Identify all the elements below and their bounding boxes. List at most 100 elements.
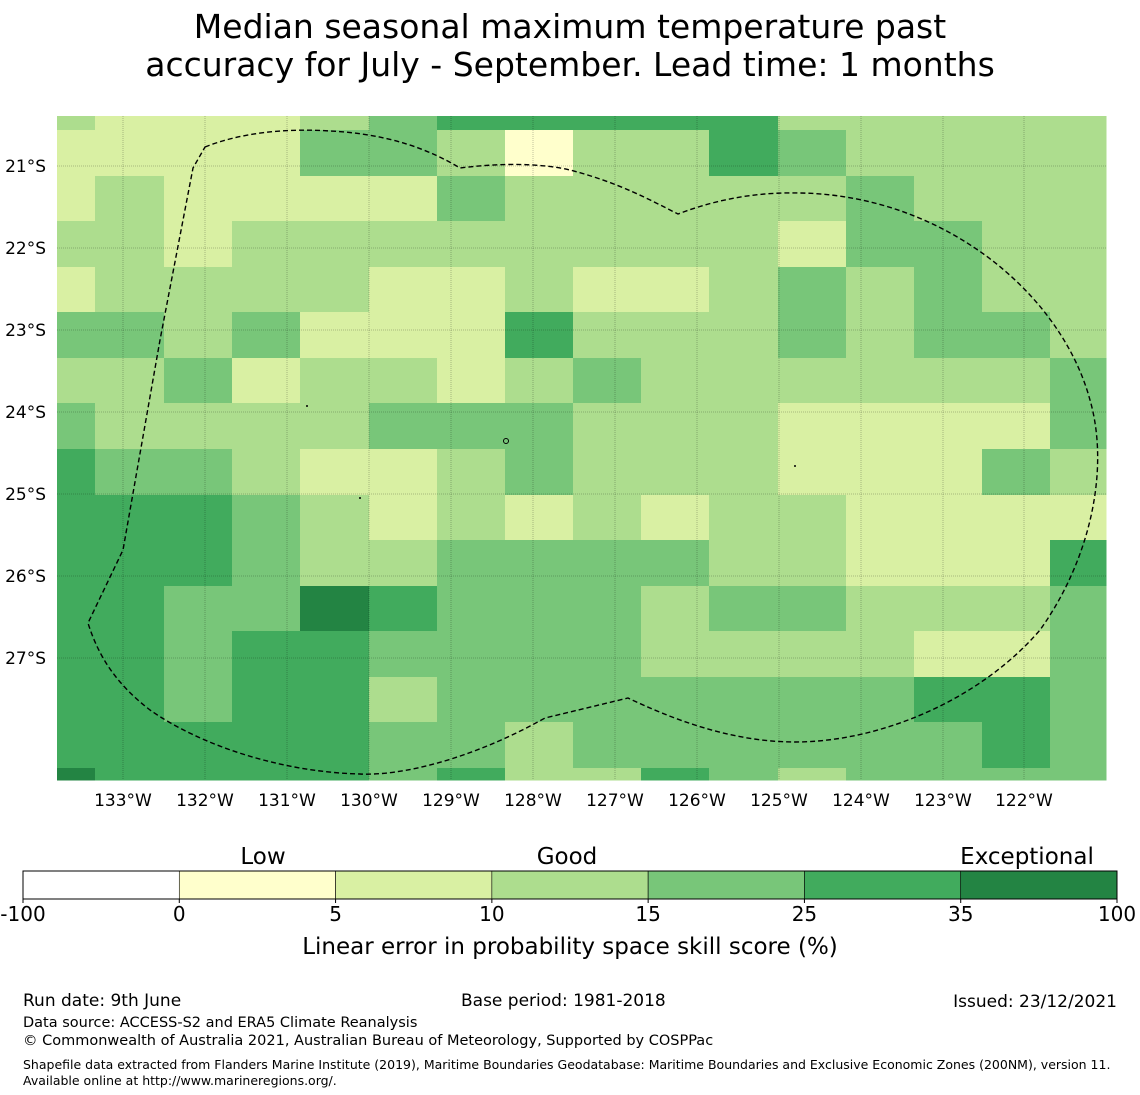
small-islands (306, 405, 796, 499)
grid-cell (300, 677, 370, 723)
grid-cell (505, 403, 574, 450)
latitude-label: 23°S (5, 321, 46, 341)
grid-cell (778, 449, 847, 496)
grid-cell (437, 312, 506, 359)
grid-cell (1050, 631, 1107, 678)
grid-cell (914, 722, 983, 769)
grid-cell (57, 221, 96, 268)
grid-cell (914, 768, 983, 781)
grid-cell (164, 358, 233, 404)
grid-cell (505, 176, 574, 222)
grid-cell (641, 449, 710, 496)
grid-cell (232, 586, 301, 632)
grid-cell (437, 221, 506, 268)
grid-cell (300, 312, 370, 359)
grid-cell (164, 116, 233, 131)
grid-cell (573, 116, 642, 131)
grid-cell (709, 722, 779, 769)
grid-cell (641, 221, 710, 268)
grid-cell (778, 540, 847, 587)
grid-cell (914, 130, 983, 177)
grid-cell (300, 540, 370, 587)
legend-low-label: Low (240, 844, 285, 870)
grid-cell (57, 449, 96, 496)
grid-cell (437, 722, 506, 769)
grid-cell (1050, 267, 1107, 313)
grid-cell (573, 540, 642, 587)
grid-cell (573, 358, 642, 404)
grid-cell (437, 116, 506, 131)
grid-cell (982, 449, 1051, 496)
colorbar-ticks: -100 0 5 10 15 25 35 100 (0, 899, 1136, 926)
grid-cell (437, 495, 506, 541)
grid-cell (573, 403, 642, 450)
grid-cell (709, 267, 779, 313)
grid-cell (369, 586, 438, 632)
grid-cell (164, 677, 233, 723)
grid-cell (95, 495, 165, 541)
grid-cell (641, 631, 710, 678)
grid-cell (437, 403, 506, 450)
grid-cell (846, 403, 915, 450)
grid-cell (369, 540, 438, 587)
colorbar-box (804, 870, 962, 900)
grid-cell (505, 449, 574, 496)
grid-cell (95, 768, 165, 781)
grid-cell (369, 495, 438, 541)
grid-cell (369, 722, 438, 769)
grid-cell (369, 176, 438, 222)
grid-cell (982, 495, 1051, 541)
grid-cell (232, 116, 301, 131)
latitude-label: 27°S (5, 649, 46, 669)
grid-cell (709, 312, 779, 359)
grid-cell (232, 312, 301, 359)
grid-cell (982, 358, 1051, 404)
grid-cell (164, 176, 233, 222)
grid-cell (914, 358, 983, 404)
grid-cell (914, 677, 983, 723)
grid-cell (437, 176, 506, 222)
grid-cell (1050, 677, 1107, 723)
base-period: Base period: 1981-2018 (461, 991, 666, 1011)
eez-boundary-line (87, 129, 1099, 775)
grid-cell (232, 495, 301, 541)
grid-cell (164, 312, 233, 359)
grid-cell (573, 768, 642, 781)
grid-cell (641, 267, 710, 313)
longitude-label: 130°W (340, 791, 398, 811)
grid-cell (95, 677, 165, 723)
grid-cell (778, 677, 847, 723)
colorbar-box (22, 870, 180, 900)
grid-cell (778, 768, 847, 781)
colorbar-axis-label: Linear error in probability space skill … (302, 934, 838, 960)
grid-cell (709, 403, 779, 450)
colorbar-box (491, 870, 649, 900)
grid-cell (505, 677, 574, 723)
grid-cell (164, 267, 233, 313)
grid-cell (914, 176, 983, 222)
colorbar-box (647, 870, 805, 900)
grid-cell (57, 358, 96, 404)
grid-cell (505, 586, 574, 632)
grid-cell (57, 403, 96, 450)
grid-cell (914, 116, 983, 131)
grid-cell (437, 631, 506, 678)
grid-cell (164, 403, 233, 450)
grid-cell (573, 267, 642, 313)
grid-cell (300, 722, 370, 769)
grid-cell (641, 312, 710, 359)
grid-cell (1050, 768, 1107, 781)
grid-cell (232, 768, 301, 781)
colorbar-tick-label: 25 (792, 902, 817, 926)
grid-cell (709, 130, 779, 177)
grid-cell (95, 403, 165, 450)
grid-cell (709, 586, 779, 632)
grid-cell (709, 495, 779, 541)
colorbar-tick-label: 35 (948, 902, 973, 926)
grid-cell (641, 540, 710, 587)
grid-cell (641, 495, 710, 541)
grid-cell (1050, 358, 1107, 404)
longitude-label: 123°W (914, 791, 972, 811)
colorbar-tick-label: 0 (173, 902, 186, 926)
grid-cell (300, 267, 370, 313)
